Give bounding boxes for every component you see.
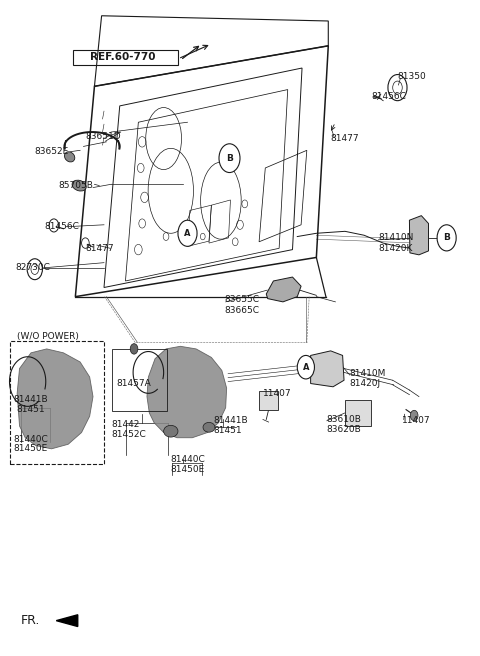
Text: 81451: 81451 [214, 426, 242, 435]
Polygon shape [409, 216, 429, 255]
Text: 83652E: 83652E [35, 147, 69, 156]
Text: 81410N: 81410N [378, 234, 414, 242]
Circle shape [178, 220, 197, 247]
Ellipse shape [72, 180, 86, 191]
Text: 81450E: 81450E [14, 444, 48, 453]
Bar [259, 392, 278, 409]
Text: A: A [184, 229, 191, 237]
Text: B: B [226, 154, 233, 163]
Circle shape [130, 344, 138, 354]
Bar [345, 400, 371, 426]
Text: 83665C: 83665C [225, 306, 260, 315]
Text: REF.60-770: REF.60-770 [90, 52, 156, 62]
Ellipse shape [203, 422, 215, 432]
Text: (W/O POWER): (W/O POWER) [17, 332, 79, 341]
Text: 82730C: 82730C [16, 264, 50, 272]
Text: 81450E: 81450E [171, 465, 205, 474]
Text: 11407: 11407 [402, 417, 431, 425]
Text: B: B [443, 234, 450, 242]
Text: 83620B: 83620B [326, 424, 360, 434]
Text: 81451: 81451 [17, 405, 45, 414]
Text: 81420K: 81420K [378, 244, 413, 253]
Text: 81442: 81442 [111, 420, 140, 429]
Text: 81477: 81477 [331, 134, 360, 143]
Text: 81452C: 81452C [111, 430, 146, 439]
Text: 83655C: 83655C [225, 295, 260, 304]
Text: 83651D: 83651D [85, 132, 120, 141]
Polygon shape [311, 351, 344, 387]
Text: 81440C: 81440C [13, 434, 48, 443]
Text: 11407: 11407 [263, 389, 291, 398]
Text: FR.: FR. [21, 614, 40, 627]
Text: 83610B: 83610B [326, 415, 361, 424]
Circle shape [297, 356, 314, 379]
Circle shape [410, 410, 418, 420]
Text: 81410M: 81410M [350, 369, 386, 379]
Circle shape [437, 225, 456, 251]
Ellipse shape [164, 425, 178, 437]
Text: 81441B: 81441B [13, 396, 48, 404]
Text: 81350: 81350 [397, 72, 426, 81]
Text: 81420J: 81420J [350, 379, 381, 388]
Polygon shape [147, 346, 227, 438]
Text: 81441B: 81441B [214, 417, 248, 425]
Text: 85705B: 85705B [59, 181, 94, 190]
Bar [10, 341, 104, 464]
Polygon shape [17, 349, 93, 449]
Text: A: A [302, 363, 309, 372]
Text: 81456C: 81456C [44, 222, 79, 232]
Text: 81477: 81477 [85, 244, 114, 253]
Bar [112, 349, 167, 411]
Polygon shape [56, 615, 78, 626]
Ellipse shape [64, 152, 75, 162]
Text: 81457A: 81457A [116, 379, 151, 388]
Text: 81456C: 81456C [371, 92, 406, 100]
Text: 81440C: 81440C [171, 455, 205, 464]
Bar [73, 51, 178, 65]
Circle shape [219, 144, 240, 173]
Polygon shape [266, 277, 301, 302]
